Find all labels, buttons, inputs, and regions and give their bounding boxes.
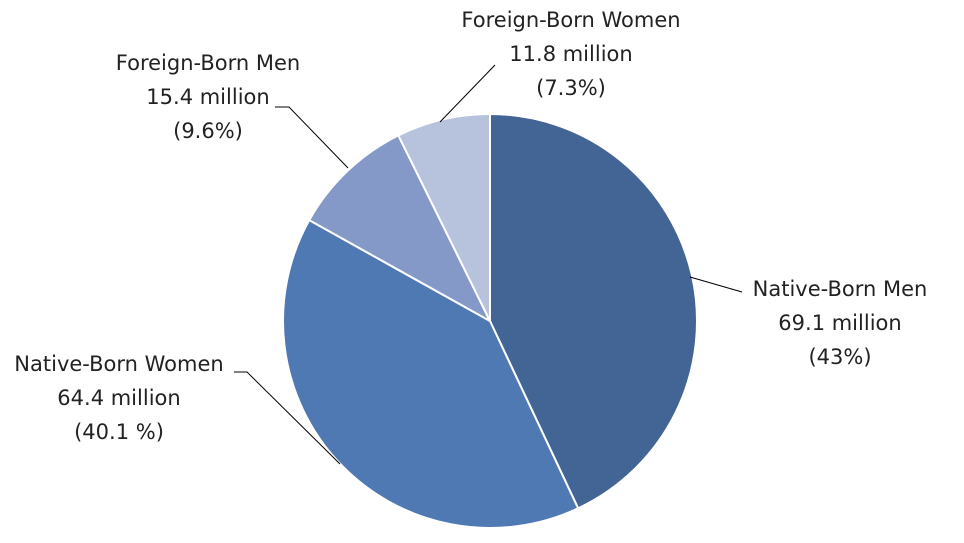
slice-name-native-born-men: Native-Born Men (753, 277, 928, 301)
slice-value-label-native-born-women: 64.4 million (57, 386, 180, 410)
slice-labels: Native-Born Men 69.1 million (43%) Native-B… (14, 8, 927, 444)
slice-name-native-born-women: Native-Born Women (14, 352, 223, 376)
leader-line-foreign-born-women (439, 64, 496, 123)
slice-value-label-foreign-born-men: 15.4 million (146, 85, 269, 109)
slice-percent-label-foreign-born-women: (7.3%) (536, 76, 606, 100)
pie-slice-foreign-born-men (307, 134, 493, 324)
slice-percent-label-native-born-women: (40.1 %) (74, 420, 164, 444)
pie-slice-native-born-men (489, 112, 698, 510)
leader-lines (234, 64, 743, 465)
leader-line-native-born-men (689, 276, 743, 293)
slice-percent-label-native-born-men: (43%) (808, 345, 871, 369)
slice-name-foreign-born-women: Foreign-Born Women (461, 8, 680, 32)
leader-line-foreign-born-men (275, 106, 349, 169)
slice-name-foreign-born-men: Foreign-Born Men (116, 51, 300, 75)
slice-value-label-foreign-born-women: 11.8 million (509, 42, 632, 66)
slice-percent-label-foreign-born-men: (9.6%) (173, 119, 243, 143)
leader-line-native-born-women (234, 371, 341, 465)
pie-slices (282, 112, 698, 529)
slice-value-label-native-born-men: 69.1 million (778, 311, 901, 335)
